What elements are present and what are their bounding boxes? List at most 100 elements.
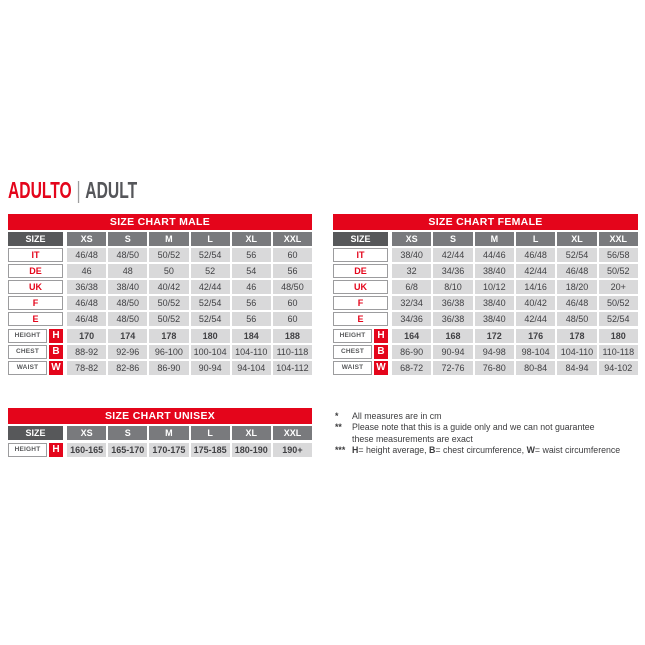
measure-cell: 170-175 [149, 443, 189, 457]
size-cell: 52 [190, 264, 230, 278]
column-header-xxl: XXL [598, 232, 638, 246]
letter-badge-w: W [374, 361, 388, 375]
measure-cell: 164 [392, 329, 432, 343]
size-cell: 48/50 [557, 312, 597, 326]
size-row-de: DE 46 48 50 52 54 56 [8, 264, 313, 278]
size-cell: 56 [231, 312, 271, 326]
footnote-line: H= height average, B= chest circumferenc… [352, 445, 643, 456]
size-cell: 48/50 [108, 248, 148, 262]
measure-cell: 174 [108, 329, 148, 343]
size-row-uk: UK 36/38 38/40 40/42 42/44 46 48/50 [8, 280, 313, 294]
size-cell: 46/48 [67, 312, 107, 326]
measure-cell: 104-110 [231, 345, 271, 359]
measure-label: HEIGHT [8, 443, 47, 457]
measure-cell: 190+ [272, 443, 313, 457]
size-cell: 52/54 [190, 296, 230, 310]
size-cell: 50/52 [598, 264, 638, 278]
measure-cell: 78-82 [67, 361, 107, 375]
footnote-segment: these measurements are exact [352, 433, 473, 444]
size-header-cell: SIZE [8, 426, 63, 440]
measure-cell: 94-98 [474, 345, 514, 359]
measure-cell: 104-112 [272, 361, 313, 375]
size-cell: 46/48 [67, 248, 107, 262]
size-header-cell: SIZE [333, 232, 388, 246]
measure-cell: 86-90 [149, 361, 189, 375]
size-cell: 48/50 [108, 296, 148, 310]
table-title-bar: SIZE CHART MALE [8, 214, 312, 230]
column-header-xs: XS [67, 426, 107, 440]
size-cell: 42/44 [190, 280, 230, 294]
measure-cell: 170 [67, 329, 107, 343]
column-header-l: L [515, 232, 556, 246]
size-cell: 50 [149, 264, 189, 278]
page-title: ADULTO | ADULT [8, 177, 137, 204]
size-cell: 50/52 [598, 296, 638, 310]
column-header-s: S [433, 232, 473, 246]
measure-row-height: HEIGHT H 170 174 178 180 184 188 [8, 329, 313, 343]
column-header-m: M [149, 232, 189, 246]
row-label: DE [8, 264, 63, 278]
footnote-bold-term: W [526, 445, 535, 456]
letter-badge-h: H [49, 443, 63, 457]
footnote-line: these measurements are exact [352, 434, 643, 445]
size-cell: 48 [108, 264, 148, 278]
size-cell: 42/44 [515, 312, 556, 326]
size-cell: 44/46 [474, 248, 514, 262]
size-header-cell: SIZE [8, 232, 63, 246]
footnote-text: All measures are in cm [352, 411, 643, 422]
size-row-f: F 32/34 36/38 38/40 40/42 46/48 50/52 [333, 296, 638, 310]
size-cell: 36/38 [433, 296, 473, 310]
size-cell: 54 [231, 264, 271, 278]
measure-row-chest: CHEST B 86-90 90-94 94-98 98-104 104-110 110-11… [333, 345, 638, 359]
measure-label: CHEST [333, 345, 372, 359]
size-cell: 52/54 [557, 248, 597, 262]
size-cell: 56/58 [598, 248, 638, 262]
page-title-separator: | [76, 177, 81, 203]
column-header-xl: XL [231, 426, 271, 440]
measure-cell: 98-104 [515, 345, 556, 359]
letter-badge-h: H [374, 329, 388, 343]
column-header-xxl: XXL [272, 232, 313, 246]
measure-cell: 110-118 [272, 345, 313, 359]
measure-cell: 90-94 [190, 361, 230, 375]
measure-cell: 82-86 [108, 361, 148, 375]
column-header-m: M [149, 426, 189, 440]
size-chart-male-table: SIZE CHART MALE SIZE XS S M L XL XXL IT 46/48 48/5… [8, 214, 313, 377]
measure-cell: 165-170 [108, 443, 148, 457]
size-cell: 38/40 [392, 248, 432, 262]
size-cell: 60 [272, 296, 313, 310]
column-header-xs: XS [67, 232, 107, 246]
measure-label-group: CHEST B [8, 345, 63, 359]
measure-label-group: HEIGHT H [8, 329, 63, 343]
size-cell: 60 [272, 312, 313, 326]
column-header-l: L [190, 232, 230, 246]
size-cell: 34/36 [433, 264, 473, 278]
size-chart-female-table: SIZE CHART FEMALE SIZE XS S M L XL XXL IT 38/40 42… [333, 214, 638, 377]
size-row-uk: UK 6/8 8/10 10/12 14/16 18/20 20+ [333, 280, 638, 294]
size-cell: 40/42 [149, 280, 189, 294]
row-label: IT [333, 248, 388, 262]
measure-cell: 188 [272, 329, 313, 343]
column-header-row: SIZE XS S M L XL XXL [8, 232, 313, 246]
measure-label: HEIGHT [333, 329, 372, 343]
footnote-segment: = height average, [358, 445, 430, 456]
page-title-primary: ADULTO [8, 177, 72, 203]
size-cell: 38/40 [474, 264, 514, 278]
footnote-bold-term: B [429, 445, 436, 456]
size-cell: 36/38 [67, 280, 107, 294]
measure-cell: 178 [149, 329, 189, 343]
size-cell: 40/42 [515, 296, 556, 310]
measure-cell: 180 [598, 329, 638, 343]
table-title-bar: SIZE CHART FEMALE [333, 214, 638, 230]
row-label: UK [8, 280, 63, 294]
size-cell: 34/36 [392, 312, 432, 326]
measure-section: HEIGHT H 164 168 172 176 178 180 CHEST B 86-90 90-9… [333, 329, 638, 375]
size-cell: 56 [231, 296, 271, 310]
size-cell: 56 [231, 248, 271, 262]
footnote-text: Please note that this is a guide only an… [352, 422, 643, 445]
measure-label: CHEST [8, 345, 47, 359]
measure-label-group: CHEST B [333, 345, 388, 359]
measure-row-waist: WAIST W 68-72 72-76 76-80 80-84 84-94 94-102 [333, 361, 638, 375]
size-cell: 14/16 [515, 280, 556, 294]
column-header-l: L [190, 426, 230, 440]
